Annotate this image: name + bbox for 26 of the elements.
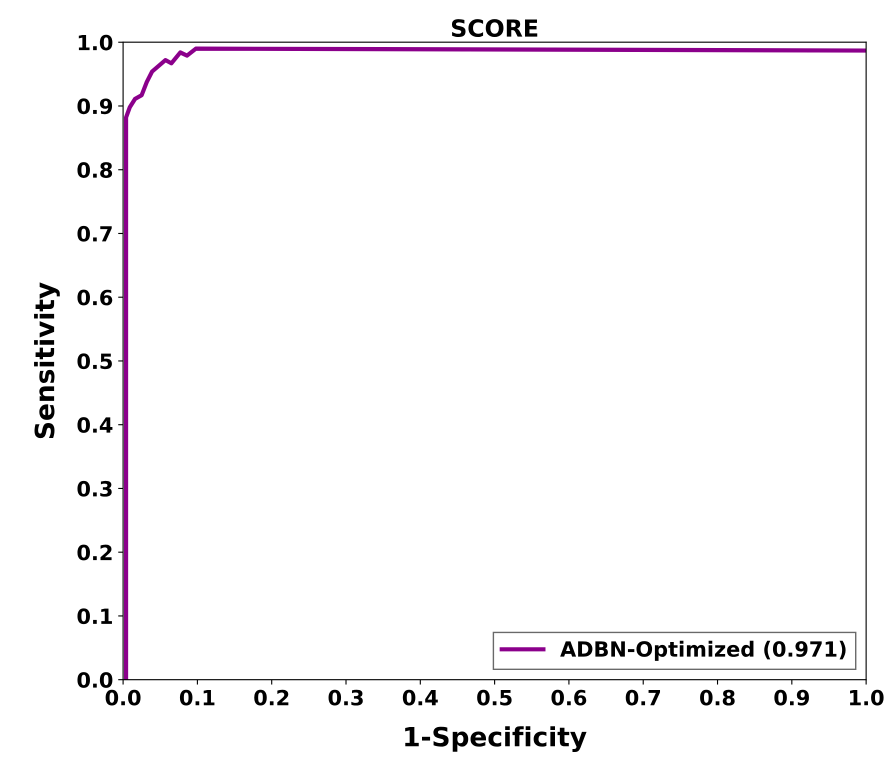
x-tick-label: 0.8 (700, 690, 735, 706)
y-tick-label: 1.0 (78, 34, 112, 50)
y-tick-label: 0.2 (77, 544, 112, 560)
y-tick-label: 0.3 (77, 480, 112, 497)
chart-title: SCORE (452, 19, 538, 38)
x-tick-label: 0.3 (328, 690, 363, 706)
y-tick-label: 0.5 (77, 353, 112, 370)
y-tick-label: 0.0 (77, 672, 112, 688)
x-tick-label: 0.7 (626, 690, 660, 706)
x-tick-label: 0.2 (254, 690, 288, 706)
x-tick-label: 0.6 (551, 690, 586, 706)
y-tick-label: 0.4 (77, 417, 112, 433)
x-tick-label: 0.5 (477, 690, 512, 706)
y-axis-title: Sensitivity (34, 282, 60, 438)
y-tick-label: 0.6 (77, 290, 112, 306)
x-axis-title: 1-Specificity (405, 726, 587, 752)
x-tick-label: 0.1 (180, 690, 214, 706)
y-tick-label: 0.7 (77, 226, 112, 242)
legend-label: ADBN-Optimized (0.971) (560, 640, 846, 661)
x-tick-label: 0.0 (106, 690, 141, 706)
x-tick-label: 0.9 (774, 690, 809, 706)
y-tick-label: 0.8 (77, 162, 112, 178)
y-tick-label: 0.1 (77, 608, 112, 624)
x-tick-label: 1.0 (850, 690, 884, 706)
x-tick-label: 0.4 (402, 690, 438, 706)
y-tick-label: 0.9 (77, 98, 112, 114)
